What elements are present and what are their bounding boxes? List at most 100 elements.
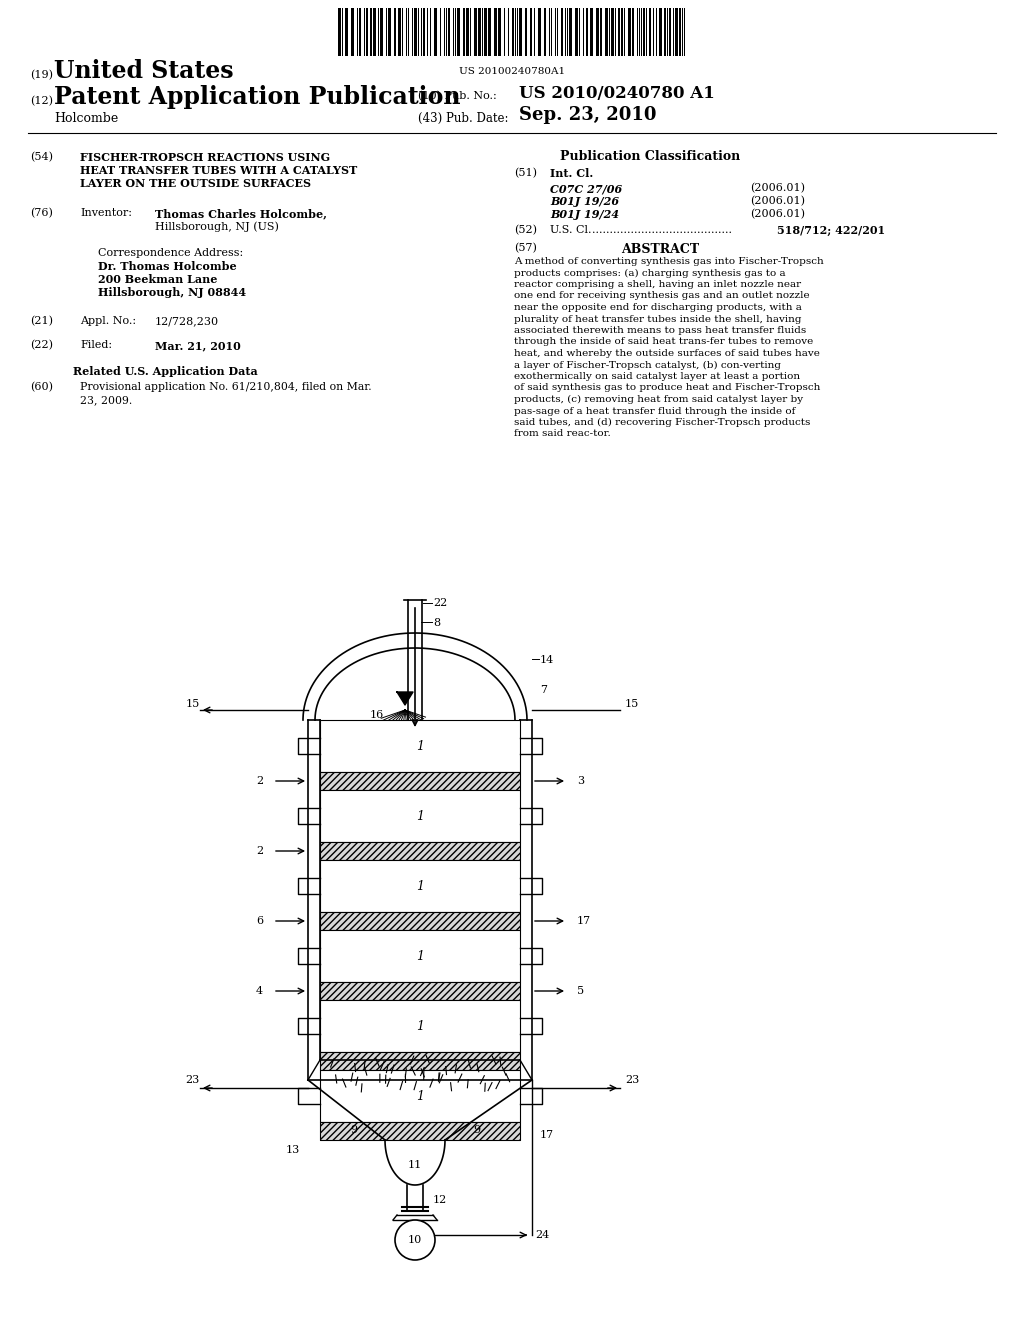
Bar: [659, 8, 662, 55]
Text: 17: 17: [540, 1130, 554, 1140]
Bar: [474, 8, 477, 55]
Bar: [414, 8, 417, 55]
Text: 518/712; 422/201: 518/712; 422/201: [777, 224, 885, 236]
Bar: [366, 8, 368, 55]
Text: 10: 10: [408, 1236, 422, 1245]
Text: 3: 3: [577, 776, 584, 785]
Bar: [394, 8, 396, 55]
Text: one end for receiving synthesis gas and an outlet nozzle: one end for receiving synthesis gas and …: [514, 292, 810, 301]
Text: (60): (60): [30, 381, 53, 392]
Bar: [319, 1071, 520, 1122]
Bar: [679, 8, 681, 55]
Text: heat, and whereby the outside surfaces of said tubes have: heat, and whereby the outside surfaces o…: [514, 348, 820, 358]
Text: pas-sage of a heat transfer fluid through the inside of: pas-sage of a heat transfer fluid throug…: [514, 407, 796, 416]
Text: 6: 6: [256, 916, 263, 927]
Bar: [488, 8, 490, 55]
Text: 11: 11: [408, 1160, 422, 1170]
Text: (43) Pub. Date:: (43) Pub. Date:: [418, 112, 509, 125]
Text: (2006.01): (2006.01): [750, 195, 805, 206]
Text: exothermically on said catalyst layer at least a portion: exothermically on said catalyst layer at…: [514, 372, 800, 381]
Text: 1: 1: [416, 809, 424, 822]
Text: 12: 12: [433, 1195, 447, 1205]
Text: Thomas Charles Holcombe,: Thomas Charles Holcombe,: [155, 209, 327, 219]
Bar: [466, 8, 469, 55]
Bar: [319, 982, 520, 1001]
Text: Dr. Thomas Holcombe: Dr. Thomas Holcombe: [98, 261, 237, 272]
Bar: [319, 842, 520, 861]
Bar: [319, 1001, 520, 1052]
Text: of said synthesis gas to produce heat and Fischer-Tropsch: of said synthesis gas to produce heat an…: [514, 384, 820, 392]
Text: (52): (52): [514, 224, 537, 235]
Text: 23: 23: [625, 1074, 639, 1085]
Bar: [538, 8, 541, 55]
Text: through the inside of said heat trans-fer tubes to remove: through the inside of said heat trans-fe…: [514, 338, 813, 346]
Bar: [618, 8, 620, 55]
Text: (54): (54): [30, 152, 53, 162]
Bar: [457, 8, 460, 55]
Text: 2: 2: [256, 846, 263, 855]
Text: FISCHER-TROPSCH REACTIONS USING: FISCHER-TROPSCH REACTIONS USING: [80, 152, 330, 162]
Bar: [525, 8, 527, 55]
Text: 23, 2009.: 23, 2009.: [80, 395, 132, 405]
Text: 16: 16: [370, 710, 384, 719]
Bar: [519, 8, 522, 55]
Text: (51): (51): [514, 168, 537, 178]
Text: reactor comprising a shell, having an inlet nozzle near: reactor comprising a shell, having an in…: [514, 280, 801, 289]
Text: from said reac-tor.: from said reac-tor.: [514, 429, 610, 438]
Bar: [675, 8, 678, 55]
Bar: [494, 8, 497, 55]
Bar: [319, 912, 520, 931]
Text: said tubes, and (d) recovering Fischer-Tropsch products: said tubes, and (d) recovering Fischer-T…: [514, 418, 810, 428]
Text: associated therewith means to pass heat transfer fluids: associated therewith means to pass heat …: [514, 326, 806, 335]
Bar: [319, 1122, 520, 1140]
Bar: [512, 8, 514, 55]
Bar: [370, 8, 372, 55]
Text: 7: 7: [540, 685, 547, 696]
Text: 17: 17: [577, 916, 591, 927]
Text: 14: 14: [540, 655, 554, 665]
Text: 24: 24: [535, 1230, 549, 1239]
Text: U.S. Cl.: U.S. Cl.: [550, 224, 592, 235]
Text: 1: 1: [416, 1089, 424, 1102]
Bar: [319, 861, 520, 912]
Text: 13: 13: [286, 1144, 300, 1155]
Text: 200 Beekman Lane: 200 Beekman Lane: [98, 275, 217, 285]
Text: Hillsborough, NJ 08844: Hillsborough, NJ 08844: [98, 286, 246, 298]
Text: products comprises: (a) charging synthesis gas to a: products comprises: (a) charging synthes…: [514, 268, 785, 277]
Text: a layer of Fischer-Tropsch catalyst, (b) con-verting: a layer of Fischer-Tropsch catalyst, (b)…: [514, 360, 781, 370]
Bar: [423, 8, 425, 55]
Text: Sep. 23, 2010: Sep. 23, 2010: [519, 106, 656, 124]
Bar: [611, 8, 614, 55]
Text: (21): (21): [30, 315, 53, 326]
Text: United States: United States: [54, 59, 233, 83]
Text: Appl. No.:: Appl. No.:: [80, 315, 136, 326]
Bar: [319, 772, 520, 789]
Bar: [586, 8, 588, 55]
Bar: [380, 8, 383, 55]
Bar: [669, 8, 671, 55]
Text: (57): (57): [514, 243, 537, 253]
Text: HEAT TRANSFER TUBES WITH A CATALYST: HEAT TRANSFER TUBES WITH A CATALYST: [80, 165, 357, 176]
Bar: [345, 8, 348, 55]
Bar: [649, 8, 651, 55]
Bar: [319, 931, 520, 982]
Text: C07C 27/06: C07C 27/06: [550, 183, 623, 194]
Bar: [434, 8, 437, 55]
Bar: [388, 8, 391, 55]
Text: US 2010/0240780 A1: US 2010/0240780 A1: [519, 84, 715, 102]
Bar: [596, 8, 599, 55]
Text: (22): (22): [30, 341, 53, 350]
Bar: [484, 8, 487, 55]
Text: 2: 2: [256, 776, 263, 785]
Text: Mar. 21, 2010: Mar. 21, 2010: [155, 341, 241, 351]
Bar: [351, 8, 354, 55]
Bar: [628, 8, 631, 55]
Bar: [575, 8, 578, 55]
Text: ABSTRACT: ABSTRACT: [621, 243, 699, 256]
Bar: [544, 8, 546, 55]
Text: Holcombe: Holcombe: [54, 112, 118, 125]
Text: (10) Pub. No.:: (10) Pub. No.:: [418, 91, 497, 102]
Text: Inventor:: Inventor:: [80, 209, 132, 218]
Text: 1: 1: [416, 949, 424, 962]
Text: Hillsborough, NJ (US): Hillsborough, NJ (US): [155, 220, 279, 231]
